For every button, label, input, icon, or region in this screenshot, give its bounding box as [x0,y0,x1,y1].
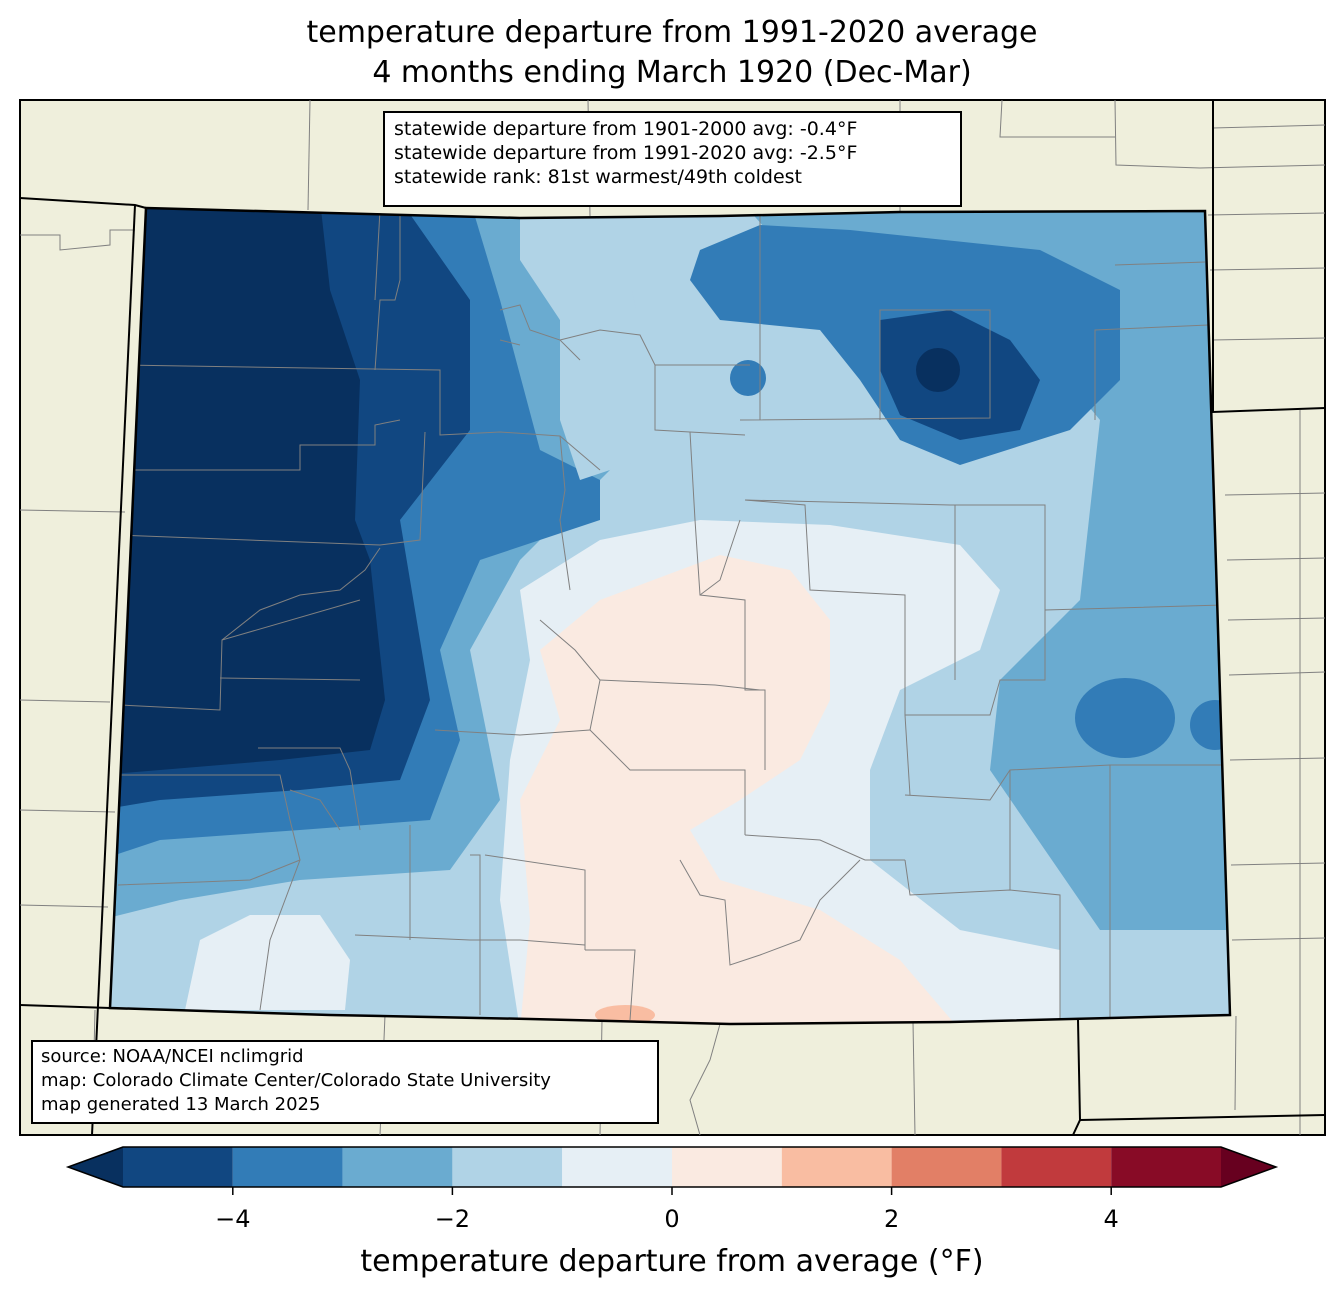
statewide-stats-box: statewide departure from 1901-2000 avg: … [383,111,962,207]
colorbar-bin-9 [1111,1147,1221,1187]
colorbar-bin-6 [781,1147,892,1187]
colorbar-tick-label-1: −2 [434,1205,471,1233]
colorbar-tick-label-3: 2 [883,1205,900,1233]
colorbar-bin-5 [672,1147,782,1187]
colorado-border [108,206,1232,1026]
colorbar-bin-8 [1001,1147,1112,1187]
source-line-data: source: NOAA/NCEI nclimgrid [41,1046,304,1067]
colorbar-bin-1 [232,1147,343,1187]
colorbar-bin-3 [452,1147,563,1187]
colorbar-under-arrow [68,1147,123,1187]
stats-line-1901-2000: statewide departure from 1901-2000 avg: … [394,118,858,140]
colorbar-tick-label-0: −4 [215,1205,251,1233]
state-borders [19,100,1326,1136]
source-box: source: NOAA/NCEI nclimgrid map: Colorad… [31,1040,659,1124]
colorbar [65,1146,1279,1195]
colorbar-tick-label-2: 0 [664,1205,680,1233]
colorbar-tick-label-4: 4 [1103,1205,1119,1233]
colorbar-outline [65,1146,1279,1188]
colorbar-over-arrow [1221,1147,1276,1187]
departure-field [110,208,1230,1024]
map-title-line2: 4 months ending March 1920 (Dec-Mar) [372,55,972,90]
colorbar-bin-0 [123,1147,233,1187]
colorbar-bin-2 [342,1147,453,1187]
stats-line-rank: statewide rank: 81st warmest/49th coldes… [394,166,803,188]
colorbar-title: temperature departure from average (°F) [360,1244,984,1279]
source-line-generated: map generated 13 March 2025 [41,1094,321,1115]
map-title-line1: temperature departure from 1991-2020 ave… [306,15,1038,50]
source-line-map: map: Colorado Climate Center/Colorado St… [41,1070,551,1091]
county-lines [117,209,1230,1021]
stats-line-1991-2020: statewide departure from 1991-2020 avg: … [394,142,858,164]
colorbar-bin-4 [562,1147,672,1187]
colorbar-bin-7 [891,1147,1002,1187]
